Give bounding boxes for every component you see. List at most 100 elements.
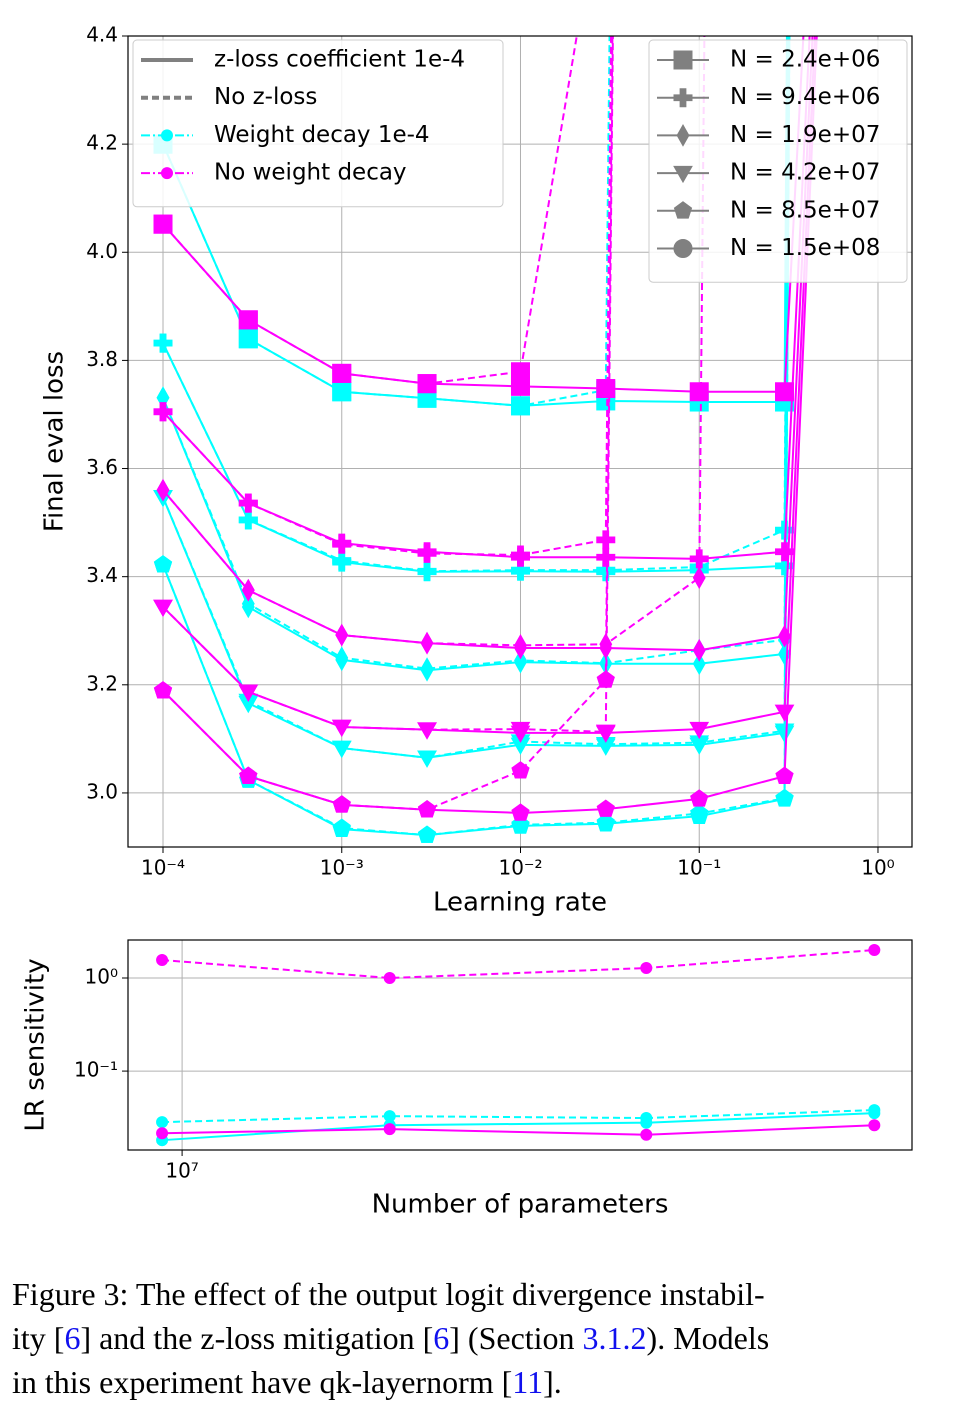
figure: 3.0 3.2 3.4 3.6 3.8 4.0 4.2 4.4 10⁻⁴ 10⁻³ 10⁻² 10⁻¹… — [21, 23, 913, 1220]
marker — [673, 88, 693, 108]
plot-area — [156, 943, 881, 1147]
y-tick-label: 4.4 — [86, 23, 118, 47]
axes-frame — [127, 939, 913, 1151]
marker — [511, 803, 530, 821]
chart: 3.0 3.2 3.4 3.6 3.8 4.0 4.2 4.4 10⁻⁴ 10⁻³ 10⁻² 10⁻¹… — [40, 23, 913, 918]
marker — [596, 799, 615, 817]
marker — [417, 561, 437, 581]
marker — [689, 382, 709, 402]
marker — [238, 493, 258, 513]
marker — [156, 1127, 169, 1140]
marker — [417, 374, 437, 394]
y-tick-label: 3.4 — [86, 563, 118, 587]
chart: 10⁰ 10⁻¹ 10⁷ Number of parameters LR sensiti… — [21, 939, 913, 1220]
marker — [153, 333, 173, 353]
marker — [596, 560, 616, 580]
series-line — [162, 1109, 875, 1124]
caption-text: ] and the z-loss mitigation [ — [80, 1320, 434, 1356]
caption-link[interactable]: 6 — [64, 1320, 81, 1356]
marker — [153, 681, 173, 699]
marker — [332, 363, 352, 383]
x-tick-label: 10⁷ — [165, 1159, 198, 1183]
legend: N = 2.4e+06 N = 9.4e+06 N = 1.9e+07 N = 4.2… — [648, 39, 908, 283]
marker — [596, 670, 615, 688]
caption-link[interactable]: 11 — [512, 1364, 544, 1400]
caption-text: ]. — [543, 1364, 562, 1400]
caption-text: ] (Section — [449, 1320, 583, 1356]
marker — [238, 684, 259, 702]
marker — [161, 167, 173, 180]
caption-line: Figure 3: The effect of the output logit… — [12, 1272, 769, 1316]
marker — [868, 1119, 881, 1132]
marker — [331, 740, 352, 759]
marker — [596, 547, 616, 567]
marker — [775, 788, 794, 807]
legend-label: N = 8.5e+07 — [730, 197, 880, 223]
x-tick-label: 10⁻⁴ — [141, 856, 185, 880]
caption-text: in this experiment have qk-layernorm [ — [12, 1364, 513, 1400]
marker — [595, 724, 616, 742]
marker — [673, 50, 693, 70]
legend-label: z-loss coefficient 1e-4 — [214, 47, 465, 73]
marker — [775, 766, 794, 784]
marker — [153, 402, 173, 422]
marker — [238, 310, 258, 330]
marker — [510, 721, 531, 740]
marker — [868, 1107, 881, 1120]
marker — [640, 1128, 653, 1141]
marker — [775, 382, 795, 402]
marker — [868, 943, 881, 956]
marker — [332, 550, 352, 570]
y-tick-label: 3.0 — [86, 779, 118, 803]
marker — [417, 800, 437, 818]
legend-box — [648, 39, 908, 283]
legend-label: No weight decay — [214, 160, 407, 186]
x-axis-label: Number of parameters — [372, 1190, 669, 1220]
marker — [332, 818, 351, 836]
marker — [596, 813, 615, 831]
marker — [241, 578, 255, 602]
x-axis-label: Learning rate — [433, 888, 607, 918]
legend-label: N = 4.2e+07 — [730, 160, 880, 186]
marker — [420, 631, 434, 655]
series-line — [162, 36, 578, 385]
x-tick-label: 10⁰ — [861, 856, 894, 880]
marker — [383, 972, 396, 985]
marker — [692, 652, 706, 676]
marker — [238, 510, 258, 530]
marker — [640, 962, 653, 975]
marker — [331, 719, 352, 737]
marker — [673, 239, 693, 258]
legend-label: N = 2.4e+06 — [730, 47, 880, 73]
x-tick-label: 10⁻² — [498, 856, 542, 880]
legend: z-loss coefficient 1e-4 No z-loss Weight d… — [132, 39, 504, 208]
series-line — [162, 36, 791, 837]
marker — [332, 382, 352, 402]
marker — [335, 646, 349, 670]
marker — [510, 396, 530, 416]
caption-text: ity [ — [12, 1320, 65, 1356]
x-tick-label: 10⁻¹ — [677, 856, 721, 880]
legend-label: No z-loss — [214, 84, 317, 110]
caption-link[interactable]: 3.1.2 — [582, 1320, 647, 1356]
caption-link[interactable]: 6 — [433, 1320, 450, 1356]
marker — [689, 721, 710, 740]
y-tick-label: 3.8 — [86, 347, 118, 371]
marker — [241, 592, 255, 616]
marker — [156, 1116, 169, 1129]
marker — [153, 555, 173, 573]
marker — [153, 214, 173, 234]
marker — [510, 362, 530, 382]
marker — [690, 789, 709, 807]
legend-label: N = 1.5e+08 — [730, 235, 880, 261]
y-tick-label: 10⁰ — [85, 965, 118, 989]
y-axis-label: LR sensitivity — [21, 958, 51, 1131]
marker — [640, 1116, 653, 1129]
caption-text: Figure 3: The effect of the output logit… — [12, 1276, 765, 1312]
marker — [596, 530, 616, 550]
series-line — [162, 948, 875, 980]
marker — [156, 954, 169, 967]
marker — [238, 329, 258, 349]
marker — [153, 599, 173, 617]
y-tick-label: 3.2 — [86, 671, 118, 695]
